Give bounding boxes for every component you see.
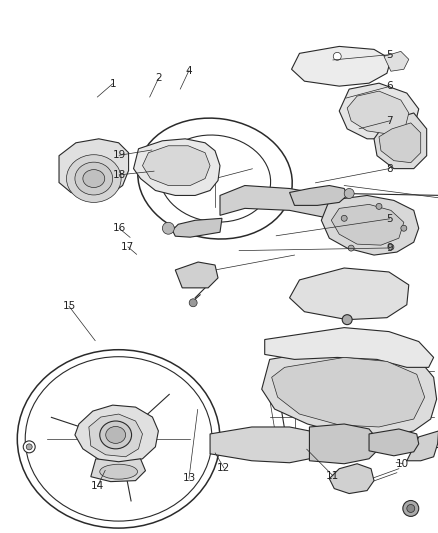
Circle shape bbox=[375, 204, 381, 209]
Text: 8: 8 bbox=[385, 164, 392, 174]
Polygon shape bbox=[368, 429, 418, 456]
Text: 7: 7 bbox=[385, 116, 392, 126]
Circle shape bbox=[189, 299, 197, 307]
Circle shape bbox=[400, 225, 406, 231]
Text: 11: 11 bbox=[325, 471, 339, 481]
Polygon shape bbox=[91, 459, 145, 482]
Polygon shape bbox=[339, 83, 418, 139]
Circle shape bbox=[387, 244, 393, 250]
Text: 2: 2 bbox=[155, 74, 161, 84]
Polygon shape bbox=[321, 196, 418, 255]
Polygon shape bbox=[88, 414, 142, 457]
Polygon shape bbox=[209, 427, 318, 463]
Ellipse shape bbox=[66, 155, 121, 203]
Circle shape bbox=[332, 52, 340, 60]
Text: 17: 17 bbox=[121, 242, 134, 252]
Text: 1: 1 bbox=[109, 79, 116, 89]
Circle shape bbox=[406, 505, 414, 512]
Text: 18: 18 bbox=[112, 170, 126, 180]
Polygon shape bbox=[406, 431, 438, 461]
Polygon shape bbox=[328, 464, 373, 494]
Text: 12: 12 bbox=[217, 463, 230, 473]
Circle shape bbox=[23, 441, 35, 453]
Polygon shape bbox=[373, 113, 426, 168]
Ellipse shape bbox=[99, 464, 137, 479]
Polygon shape bbox=[142, 146, 209, 185]
Ellipse shape bbox=[99, 421, 131, 449]
Circle shape bbox=[340, 215, 346, 221]
Circle shape bbox=[347, 245, 353, 251]
Circle shape bbox=[342, 314, 351, 325]
Ellipse shape bbox=[83, 169, 105, 188]
Polygon shape bbox=[378, 123, 420, 163]
Polygon shape bbox=[261, 348, 436, 437]
Polygon shape bbox=[264, 328, 433, 367]
Polygon shape bbox=[59, 139, 128, 197]
Polygon shape bbox=[309, 424, 376, 464]
Polygon shape bbox=[271, 358, 424, 427]
Circle shape bbox=[162, 222, 174, 234]
Text: 15: 15 bbox=[62, 301, 75, 311]
Circle shape bbox=[26, 444, 32, 450]
Text: 9: 9 bbox=[385, 243, 392, 253]
Circle shape bbox=[343, 189, 353, 198]
Text: 19: 19 bbox=[112, 150, 126, 160]
Polygon shape bbox=[175, 262, 218, 288]
Polygon shape bbox=[331, 204, 403, 245]
Text: 13: 13 bbox=[182, 473, 195, 483]
Polygon shape bbox=[172, 219, 222, 237]
Text: 5: 5 bbox=[385, 50, 392, 60]
Polygon shape bbox=[291, 46, 390, 86]
Polygon shape bbox=[219, 185, 358, 238]
Ellipse shape bbox=[75, 162, 113, 195]
Polygon shape bbox=[346, 91, 408, 134]
Circle shape bbox=[402, 500, 418, 516]
Polygon shape bbox=[289, 268, 408, 320]
Text: 10: 10 bbox=[395, 458, 408, 469]
Text: 14: 14 bbox=[91, 481, 104, 491]
Polygon shape bbox=[289, 185, 346, 205]
Ellipse shape bbox=[106, 426, 125, 443]
Polygon shape bbox=[133, 139, 219, 196]
Polygon shape bbox=[383, 51, 408, 71]
Text: 4: 4 bbox=[185, 66, 192, 76]
Text: 16: 16 bbox=[112, 223, 126, 233]
Text: 5: 5 bbox=[385, 214, 392, 224]
Text: 6: 6 bbox=[385, 82, 392, 92]
Polygon shape bbox=[75, 405, 158, 464]
